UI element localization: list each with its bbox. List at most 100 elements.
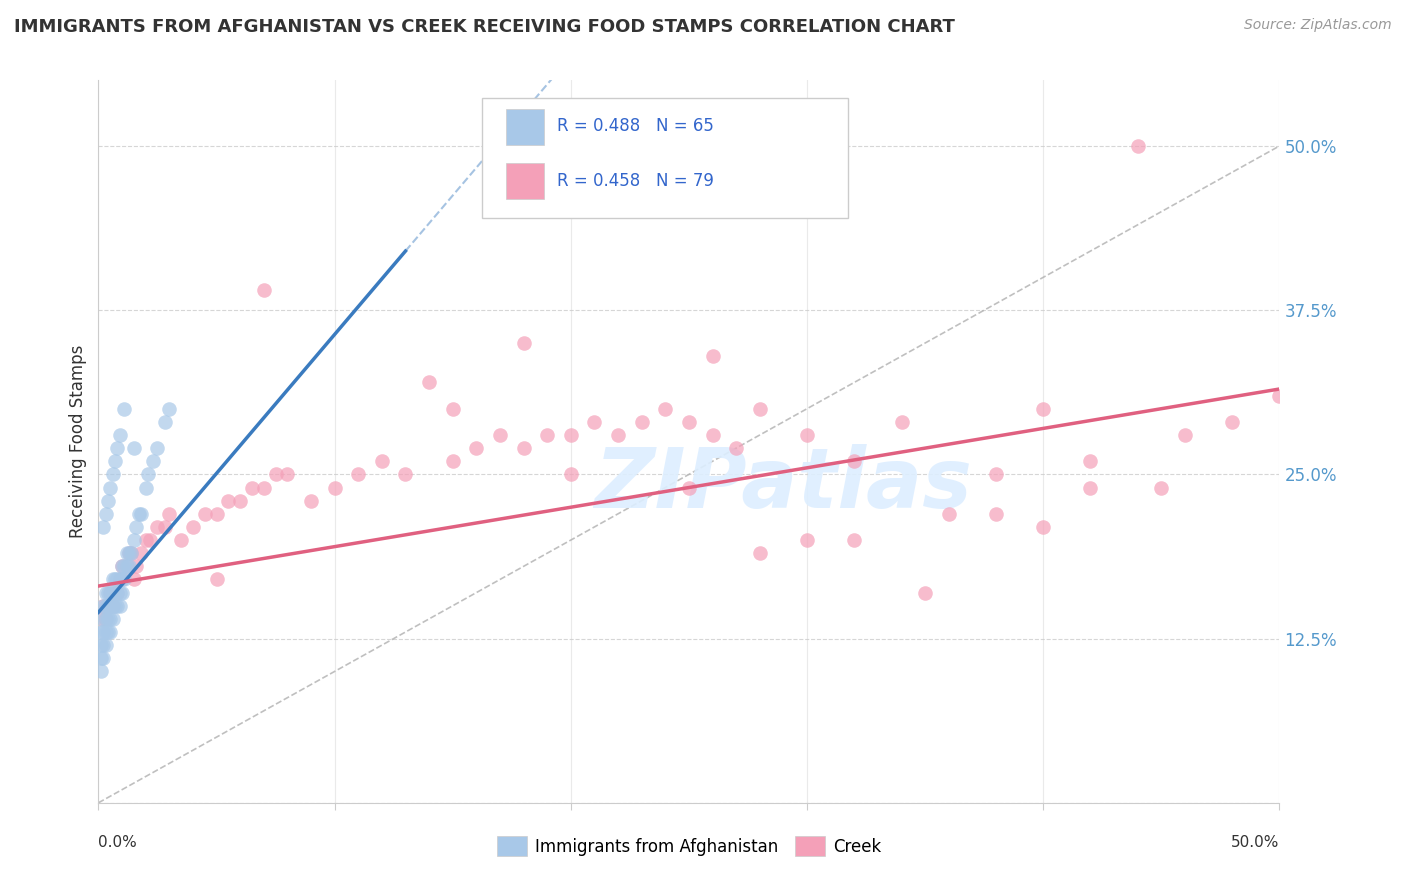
- Point: [108, 573, 131, 587]
- Point: [371, 454, 394, 468]
- Point: [170, 533, 193, 547]
- Point: [111, 559, 134, 574]
- Point: [122, 533, 145, 547]
- Point: [111, 573, 134, 587]
- Text: Source: ZipAtlas.com: Source: ZipAtlas.com: [1244, 18, 1392, 32]
- Point: [94, 612, 117, 626]
- Point: [97, 625, 120, 640]
- Point: [146, 520, 169, 534]
- Point: [418, 376, 440, 390]
- Point: [104, 599, 127, 613]
- Point: [94, 599, 117, 613]
- Point: [101, 599, 124, 613]
- Point: [105, 585, 128, 599]
- Point: [146, 441, 169, 455]
- Point: [98, 625, 121, 640]
- Point: [630, 415, 652, 429]
- Point: [153, 520, 176, 534]
- Text: 50.0%: 50.0%: [1232, 835, 1279, 850]
- Point: [91, 599, 114, 613]
- Point: [844, 533, 866, 547]
- Point: [101, 585, 124, 599]
- Point: [796, 428, 818, 442]
- Point: [98, 599, 121, 613]
- Point: [748, 546, 770, 560]
- Point: [678, 415, 700, 429]
- Point: [118, 546, 141, 560]
- Point: [441, 401, 464, 416]
- Point: [984, 507, 1007, 521]
- Point: [914, 585, 936, 599]
- Text: 0.0%: 0.0%: [98, 835, 138, 850]
- Point: [98, 612, 121, 626]
- Point: [121, 546, 143, 560]
- Point: [347, 467, 370, 482]
- Point: [796, 533, 818, 547]
- Y-axis label: Receiving Food Stamps: Receiving Food Stamps: [69, 345, 87, 538]
- Bar: [506, 163, 544, 200]
- Point: [122, 441, 145, 455]
- Point: [94, 507, 117, 521]
- Point: [441, 454, 464, 468]
- Point: [153, 415, 176, 429]
- Point: [205, 573, 228, 587]
- Point: [104, 454, 127, 468]
- Point: [118, 546, 141, 560]
- Point: [1174, 428, 1197, 442]
- Point: [118, 559, 141, 574]
- Point: [91, 638, 114, 652]
- Point: [139, 533, 162, 547]
- Point: [125, 559, 148, 574]
- Point: [112, 401, 135, 416]
- Text: ZIPatlas: ZIPatlas: [595, 444, 973, 525]
- Point: [91, 625, 114, 640]
- Point: [240, 481, 263, 495]
- Point: [129, 507, 152, 521]
- Point: [394, 467, 416, 482]
- Point: [678, 481, 700, 495]
- Point: [984, 467, 1007, 482]
- Point: [90, 638, 112, 652]
- Point: [489, 428, 512, 442]
- Point: [560, 467, 582, 482]
- Point: [702, 349, 724, 363]
- Point: [104, 573, 127, 587]
- Point: [105, 599, 128, 613]
- Point: [90, 625, 112, 640]
- Point: [229, 493, 252, 508]
- Point: [253, 284, 276, 298]
- Point: [98, 585, 121, 599]
- Point: [323, 481, 346, 495]
- Point: [98, 585, 121, 599]
- Legend: Immigrants from Afghanistan, Creek: Immigrants from Afghanistan, Creek: [489, 830, 889, 863]
- Point: [111, 585, 134, 599]
- Point: [938, 507, 960, 521]
- Point: [1032, 401, 1054, 416]
- Point: [115, 559, 138, 574]
- Point: [1126, 139, 1149, 153]
- Point: [748, 401, 770, 416]
- Text: R = 0.488   N = 65: R = 0.488 N = 65: [557, 117, 713, 135]
- Point: [105, 441, 128, 455]
- Point: [1150, 481, 1173, 495]
- Point: [128, 507, 150, 521]
- Point: [94, 612, 117, 626]
- Point: [112, 573, 135, 587]
- Point: [94, 625, 117, 640]
- Point: [299, 493, 322, 508]
- Point: [135, 481, 157, 495]
- Point: [97, 599, 120, 613]
- FancyBboxPatch shape: [482, 98, 848, 218]
- Point: [101, 467, 124, 482]
- Point: [725, 441, 748, 455]
- Point: [90, 612, 112, 626]
- Point: [98, 481, 121, 495]
- Point: [112, 559, 135, 574]
- Point: [91, 599, 114, 613]
- Point: [125, 520, 148, 534]
- Point: [142, 454, 165, 468]
- Point: [465, 441, 488, 455]
- Point: [101, 573, 124, 587]
- Point: [97, 612, 120, 626]
- Point: [890, 415, 912, 429]
